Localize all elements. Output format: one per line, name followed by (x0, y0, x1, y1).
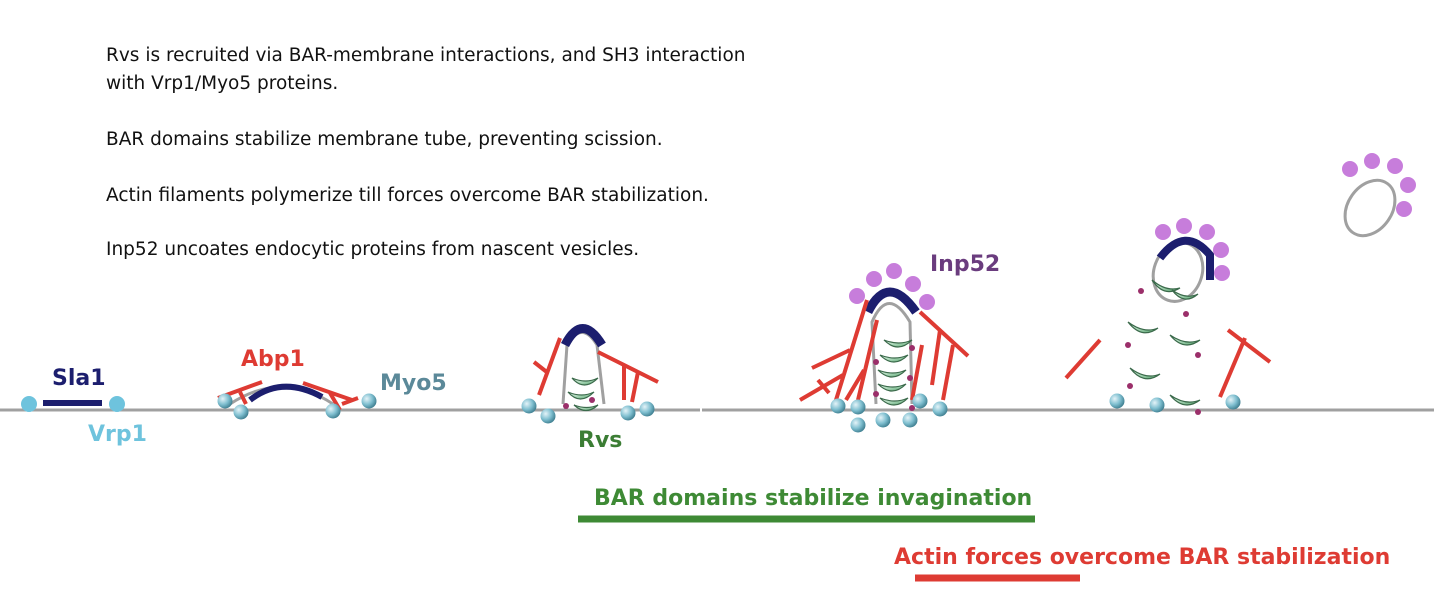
vrp1-myo5-dots (521, 398, 655, 424)
membrane-invagination (870, 302, 914, 405)
sla1-coat (1156, 236, 1214, 280)
stage-6-uncoating (1342, 153, 1416, 238)
inp52-dots (849, 263, 935, 310)
label-rvs: Rvs (578, 428, 623, 453)
sla1-coat (561, 324, 606, 348)
description-actin: Actin filaments polymerize till forces o… (106, 185, 709, 206)
rvs-bar-proteins (563, 377, 599, 412)
actin-filaments (1064, 328, 1272, 398)
label-inp52: Inp52 (930, 252, 1001, 277)
stage-3-rvs-recruitment (521, 324, 659, 424)
label-sla1: Sla1 (52, 366, 106, 391)
vrp1-myo5-dots (217, 393, 377, 420)
stage-5-scission (1064, 218, 1272, 415)
description-recruitment: Rvs is recruited via BAR-membrane intera… (106, 45, 746, 94)
stage-1-initiation (21, 396, 125, 412)
sla1-coat (863, 287, 920, 315)
inp52-dots (1155, 218, 1230, 281)
vrp1-dot (109, 396, 125, 412)
actin-phase-caption: Actin forces overcome BAR stabilization (894, 545, 1391, 570)
stage-2-actin-recruitment (217, 380, 377, 420)
inp52-dots (1342, 153, 1416, 217)
bar-phase-caption: BAR domains stabilize invagination (594, 486, 1033, 511)
rvs-bar-proteins (873, 339, 915, 411)
vrp1-myo5-dots (1109, 393, 1241, 413)
sla1-coat (248, 383, 324, 403)
label-myo5: Myo5 (380, 371, 447, 396)
stage-4-elongation (798, 263, 970, 433)
vrp1-myo5-dots (830, 393, 948, 433)
rvs-bar-proteins (1125, 279, 1201, 415)
vrp1-dot (21, 396, 37, 412)
label-abp1: Abp1 (241, 347, 305, 372)
actin-filaments (532, 337, 659, 403)
description-uncoating: Inp52 uncoates endocytic proteins from n… (106, 239, 640, 260)
description-stabilize: BAR domains stabilize membrane tube, pre… (106, 129, 663, 150)
label-vrp1: Vrp1 (88, 422, 147, 447)
actin-filaments (798, 299, 970, 402)
vesicle (1343, 178, 1397, 238)
